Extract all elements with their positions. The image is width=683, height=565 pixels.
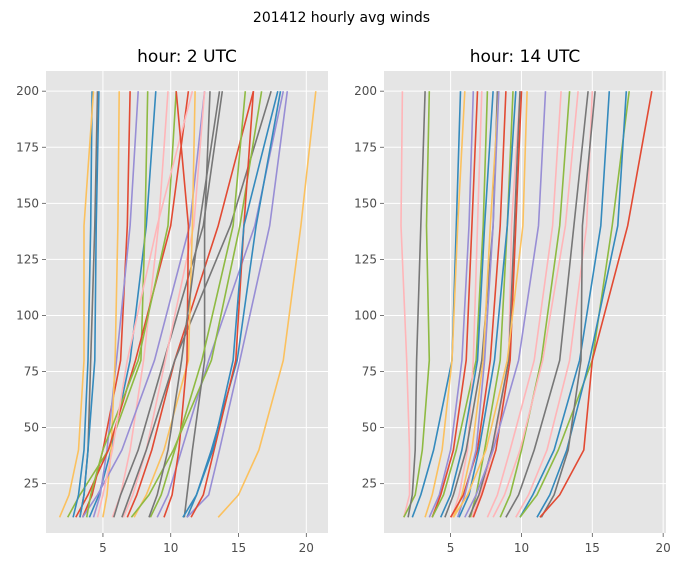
left-series-line-11 [113, 91, 224, 518]
right-y-tick-label: 150 [354, 196, 377, 210]
right-series-line-1 [400, 91, 411, 518]
right-x-tick-label: 10 [514, 541, 529, 555]
right-series-line-30 [540, 91, 596, 518]
left-series-line-15 [126, 90, 255, 518]
right-series-line-22 [486, 91, 562, 518]
right-y-tick-label: 75 [362, 365, 377, 379]
right-series-line-10 [439, 91, 494, 518]
figure-suptitle: 201412 hourly avg winds [253, 10, 430, 26]
left-x-tick-label: 20 [299, 541, 314, 555]
right-subplot-title: hour: 14 UTC [470, 47, 581, 67]
right-series-line-29 [536, 91, 628, 518]
left-series-line-19 [133, 91, 196, 518]
left-series-line-26 [217, 91, 317, 518]
right-series-line-7 [431, 91, 479, 518]
right-series-line-6 [428, 91, 475, 518]
right-series-line-8 [431, 91, 489, 518]
left-series-line-18 [121, 90, 272, 518]
left-y-tick-label: 75 [24, 365, 39, 379]
right-series-line-18 [468, 91, 521, 518]
right-series-line-19 [472, 91, 523, 518]
right-y-tick-label: 200 [354, 84, 377, 98]
left-series-line-5 [102, 91, 120, 518]
left-series-line-29 [182, 91, 279, 518]
right-series-line-5 [424, 91, 466, 518]
right-series-group [400, 91, 653, 518]
right-y-tick-label: 100 [354, 308, 377, 322]
left-series-line-24 [186, 91, 289, 518]
left-series-line-9 [72, 91, 93, 518]
left-series-line-8 [75, 91, 190, 518]
right-series-line-24 [492, 91, 579, 518]
right-series-line-31 [539, 91, 653, 518]
left-series-line-30 [148, 91, 221, 518]
left-series-line-28 [190, 91, 255, 518]
left-x-tick-label: 10 [163, 541, 178, 555]
right-series-line-3 [407, 91, 426, 518]
right-y-tick-label: 175 [354, 140, 377, 154]
left-series-line-21 [96, 90, 194, 518]
right-series-line-26 [519, 91, 611, 518]
right-y-tick-label: 50 [362, 421, 377, 435]
left-y-tick-label: 150 [16, 196, 39, 210]
right-series-line-13 [449, 91, 507, 518]
right-series-line-4 [411, 91, 462, 518]
right-series-line-2 [403, 91, 431, 518]
left-y-tick-label: 175 [16, 140, 39, 154]
right-series-line-25 [505, 91, 589, 518]
right-tick-labels: 5 10 15 20 25 50 75 100 125 150 175 200 [354, 84, 671, 555]
right-subplot: hour: 14 UTC 5 10 15 20 25 50 75 100 125 150 175 20… [354, 47, 671, 555]
left-series-line-12 [58, 91, 95, 518]
right-x-tick-label: 15 [585, 541, 600, 555]
right-y-tick-label: 25 [362, 477, 377, 491]
left-series-line-3 [92, 91, 139, 518]
left-series-line-16 [79, 91, 100, 518]
left-series-line-20 [130, 91, 263, 518]
right-x-tick-label: 20 [656, 541, 671, 555]
left-y-tick-label: 100 [16, 308, 39, 322]
right-x-tick-label: 5 [447, 541, 455, 555]
left-subplot-title: hour: 2 UTC [137, 47, 237, 67]
left-series-line-22 [163, 91, 190, 518]
left-series-line-27 [149, 91, 247, 518]
left-y-tick-label: 200 [16, 84, 39, 98]
right-series-line-14 [456, 91, 500, 518]
left-x-tick-label: 5 [99, 541, 107, 555]
right-series-line-17 [458, 91, 517, 518]
left-y-tick-label: 50 [24, 421, 39, 435]
right-series-line-21 [452, 91, 528, 518]
right-y-tick-label: 125 [354, 252, 377, 266]
left-subplot: hour: 2 UTC 5 10 15 20 25 50 75 100 125 150 175 200 [16, 47, 328, 555]
left-series-group [58, 90, 317, 518]
right-series-line-27 [515, 91, 594, 518]
left-series-line-25 [183, 91, 211, 518]
right-series-line-20 [464, 91, 547, 518]
left-series-line-14 [122, 91, 206, 518]
left-tick-labels: 5 10 15 20 25 50 75 100 125 150 175 200 [16, 84, 314, 555]
left-x-tick-label: 15 [231, 541, 246, 555]
left-y-tick-label: 125 [16, 252, 39, 266]
left-y-tick-label: 25 [24, 477, 39, 491]
